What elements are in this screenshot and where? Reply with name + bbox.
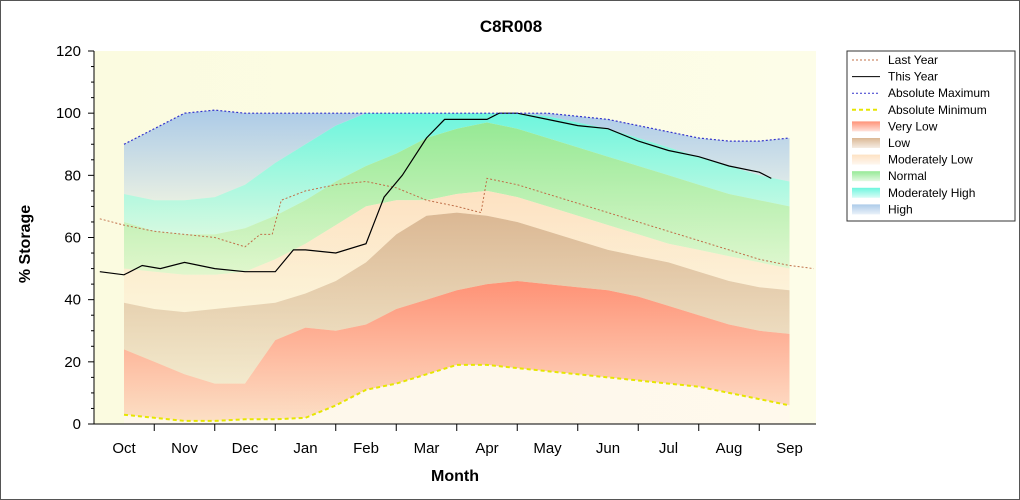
x-tick-label: May xyxy=(533,440,562,457)
x-tick-label: Mar xyxy=(414,440,440,457)
y-tick-label: 60 xyxy=(64,230,81,247)
legend-swatch xyxy=(852,121,880,132)
legend-swatch xyxy=(852,154,880,165)
x-axis-label: Month xyxy=(431,468,479,485)
legend-label: Moderately High xyxy=(888,186,975,200)
band-very-low xyxy=(124,281,790,421)
y-tick-label: 80 xyxy=(64,167,81,184)
legend-swatch xyxy=(852,171,880,182)
axes-layer: 0 20 40 60 80 100 120 Oct Nov Dec Jan Feb Mar Apr May J… xyxy=(56,43,816,457)
band-moderately-high xyxy=(124,113,790,235)
legend-label: Low xyxy=(888,136,910,150)
y-tick-label: 0 xyxy=(73,416,81,433)
x-tick-label: Jul xyxy=(659,440,678,457)
x-tick-label: Feb xyxy=(353,440,379,457)
chart-title: C8R008 xyxy=(480,17,542,36)
x-tick-label: Apr xyxy=(475,440,498,457)
legend-label: Last Year xyxy=(888,53,938,67)
series-last-year xyxy=(99,177,814,270)
series-this-year xyxy=(99,112,772,276)
series-absolute-maximum xyxy=(123,109,790,145)
legend-swatch xyxy=(852,187,880,198)
band-normal xyxy=(124,122,790,275)
legend: Last Year This Year Absolute Maximum Absolu… xyxy=(846,50,1016,222)
legend-label: Normal xyxy=(888,169,927,183)
legend-label: Moderately Low xyxy=(888,153,973,167)
y-tick-label: 20 xyxy=(64,354,81,371)
band-moderately-low xyxy=(124,190,790,313)
x-tick-label: Jan xyxy=(293,440,317,457)
band-low xyxy=(124,212,790,384)
y-tick-label: 40 xyxy=(64,292,81,309)
legend-label: Absolute Maximum xyxy=(888,86,990,100)
x-tick-label: Nov xyxy=(171,440,198,457)
legend-swatch xyxy=(852,204,880,215)
band-high xyxy=(124,110,790,201)
x-tick-label: Sep xyxy=(776,440,803,457)
legend-swatch xyxy=(852,138,880,148)
x-tick-label: Aug xyxy=(716,440,743,457)
y-tick-label: 100 xyxy=(56,105,81,122)
x-tick-label: Jun xyxy=(596,440,620,457)
y-tick-label: 120 xyxy=(56,43,81,60)
lines-layer xyxy=(99,109,814,422)
band-below-minimum xyxy=(124,364,790,424)
bands-layer xyxy=(124,110,790,424)
legend-label: High xyxy=(888,202,913,216)
x-tick-label: Oct xyxy=(112,440,136,457)
x-tick-label: Dec xyxy=(232,440,259,457)
legend-label: Very Low xyxy=(888,119,938,133)
legend-label: Absolute Minimum xyxy=(888,103,987,117)
legend-label: This Year xyxy=(888,70,938,84)
y-axis-label: % Storage xyxy=(17,205,34,283)
